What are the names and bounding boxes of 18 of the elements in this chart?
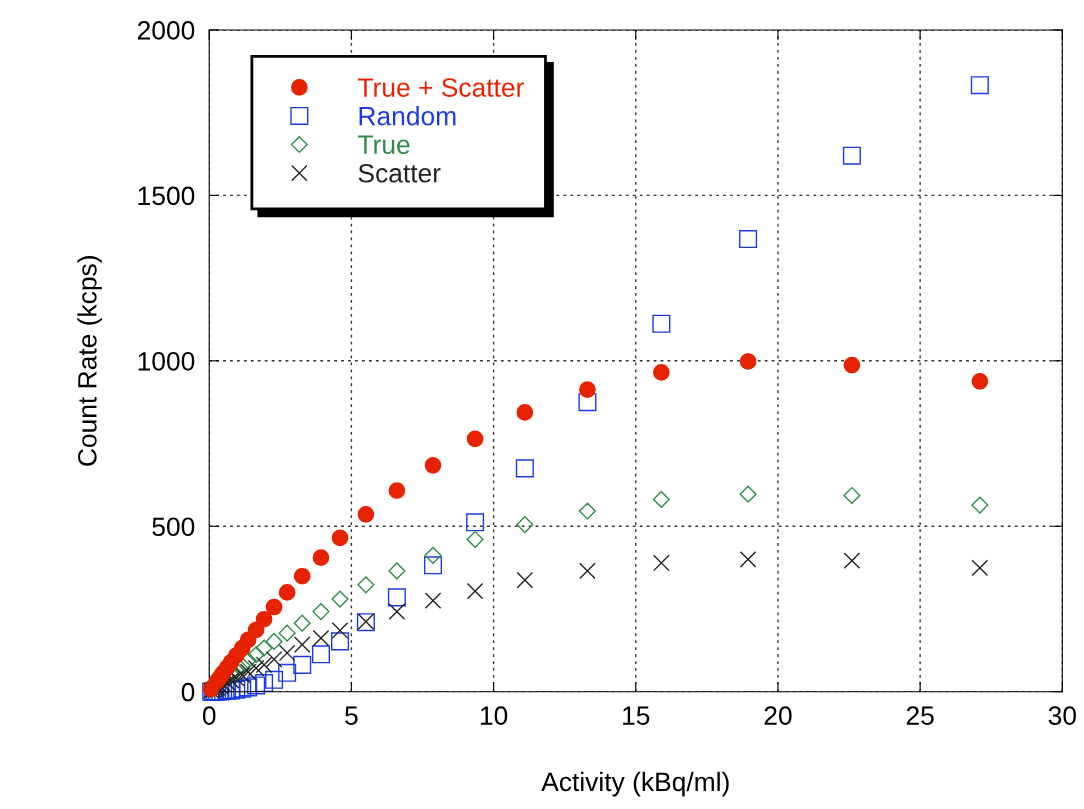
y-tick-label: 500 xyxy=(152,517,195,537)
x-tick-label: 30 xyxy=(1048,706,1076,725)
legend-label: Scatter xyxy=(358,163,441,183)
legend-label: Random xyxy=(359,106,456,126)
x-tick-label: 0 xyxy=(202,706,216,725)
y-tick-label: 2000 xyxy=(137,21,195,40)
x-tick-label: 5 xyxy=(345,706,358,725)
legend-label: True + Scatter xyxy=(358,78,524,97)
x-tick-label: 15 xyxy=(623,706,650,725)
y-tick-label: 0 xyxy=(181,682,195,702)
x-axis-title: Activity (kBq/ml) xyxy=(541,771,729,797)
legend-label: True xyxy=(358,135,410,155)
y-tick-label: 1500 xyxy=(138,186,195,206)
y-tick-label: 1000 xyxy=(138,351,195,371)
x-tick-label: 25 xyxy=(906,706,934,725)
y-axis-title: Count Rate (kcps) xyxy=(77,256,102,466)
x-tick-label: 20 xyxy=(764,706,792,725)
x-tick-label: 10 xyxy=(480,706,508,725)
